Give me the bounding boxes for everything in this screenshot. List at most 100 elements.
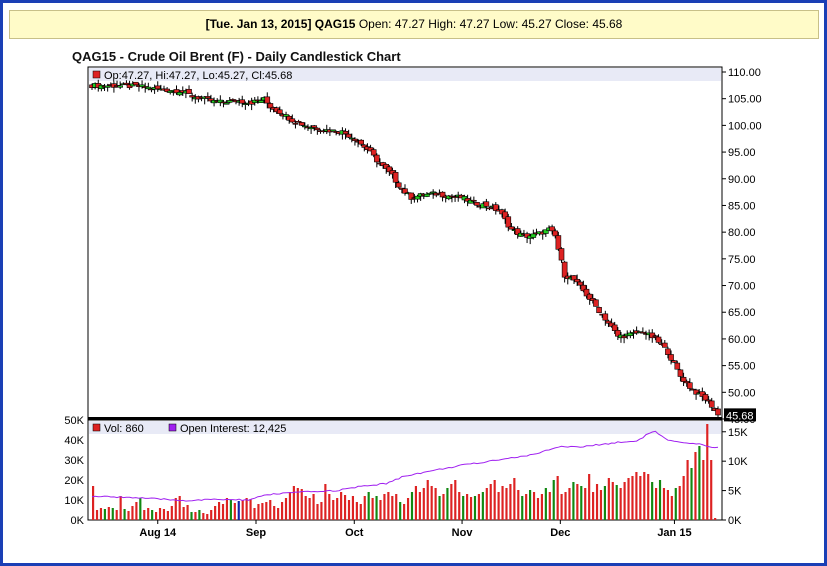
- candle: [571, 275, 577, 285]
- candle: [574, 274, 580, 286]
- candle: [276, 106, 283, 116]
- price-panel: Op:47.27, Hi:47.27, Lo:45.27, Cl:45.68 11…: [87, 66, 762, 426]
- price-tick-label: 100.00: [728, 120, 762, 132]
- candle: [524, 231, 530, 244]
- candle: [605, 319, 612, 328]
- candle-body: [226, 100, 233, 103]
- price-tick-label: 105.00: [728, 94, 762, 106]
- volume-bar: [422, 488, 425, 520]
- volume-bar: [686, 460, 689, 520]
- candle-body: [615, 329, 621, 337]
- candle-body: [671, 360, 677, 363]
- quote-values: Open: 47.27 High: 47.27 Low: 45.27 Close…: [358, 17, 623, 31]
- candle: [677, 369, 684, 382]
- candle-body: [683, 381, 690, 384]
- volume-bar: [186, 505, 189, 520]
- candle-body: [555, 235, 562, 250]
- volume-bar: [166, 511, 169, 520]
- candle: [577, 279, 584, 290]
- volume-bar: [682, 476, 685, 520]
- candle-body: [505, 216, 512, 228]
- volume-bar: [158, 508, 162, 520]
- candle-body: [395, 182, 402, 188]
- volume-bar: [403, 504, 406, 520]
- candle: [173, 85, 180, 95]
- volume-bar: [414, 486, 418, 520]
- price-legend-text: Op:47.27, Hi:47.27, Lo:45.27, Cl:45.68: [104, 70, 292, 82]
- volume-bar: [340, 492, 343, 520]
- volume-bar: [225, 498, 229, 520]
- volume-bar: [245, 498, 248, 520]
- candle-body: [705, 399, 712, 402]
- candle: [543, 229, 549, 237]
- candle: [298, 121, 305, 126]
- candle: [330, 129, 336, 132]
- candle: [361, 144, 368, 152]
- volume-bar: [300, 489, 303, 520]
- volume-bar: [658, 480, 662, 520]
- volume-bar: [241, 500, 244, 520]
- price-tick-label: 55.00: [728, 361, 756, 373]
- candle: [208, 94, 214, 103]
- candle: [226, 97, 233, 104]
- candle-body: [427, 192, 433, 195]
- volume-bar: [347, 500, 351, 520]
- candle-body: [302, 125, 308, 128]
- candle-body: [164, 88, 170, 93]
- candle: [164, 87, 170, 93]
- volume-bar: [178, 496, 181, 520]
- candle-body: [123, 82, 130, 85]
- volume-bar: [462, 496, 465, 520]
- candle-body: [530, 233, 537, 238]
- candle: [205, 92, 211, 102]
- price-legend-swatch: [92, 70, 101, 79]
- candle: [348, 133, 355, 143]
- open-interest-line: [91, 430, 719, 502]
- volume-bar: [107, 507, 110, 520]
- volume-bar: [446, 488, 449, 520]
- candle: [452, 194, 458, 202]
- candle-body: [580, 284, 587, 292]
- candle: [154, 81, 161, 92]
- candle-body: [289, 118, 296, 123]
- candle-body: [414, 195, 421, 200]
- candle: [117, 81, 123, 90]
- candle: [715, 406, 721, 418]
- candle-body: [486, 207, 493, 210]
- candle: [705, 396, 712, 404]
- candle-body: [502, 211, 508, 220]
- candle-body: [467, 199, 474, 204]
- candle-body: [543, 229, 549, 234]
- candle: [708, 397, 715, 412]
- volume-bar: [202, 513, 205, 520]
- volume-legend-band: [89, 421, 721, 434]
- candle-body: [239, 99, 246, 104]
- volume-bar: [521, 496, 524, 520]
- candle-body: [677, 369, 684, 377]
- price-tick-label: 65.00: [728, 307, 756, 319]
- volume-bar: [190, 512, 193, 520]
- candle-body: [661, 342, 668, 348]
- candle-body: [298, 122, 305, 126]
- oi-legend-swatch: [168, 423, 177, 432]
- volume-bar: [237, 501, 240, 520]
- volume-tick-label: 10K: [64, 495, 84, 507]
- oi-tick-label: 10K: [728, 456, 748, 468]
- candle: [464, 194, 471, 207]
- volume-bar: [277, 508, 280, 520]
- volume-bar: [359, 504, 362, 520]
- candle: [414, 194, 421, 203]
- volume-bar: [143, 510, 146, 520]
- volume-bar: [351, 496, 355, 520]
- candle-body: [680, 376, 687, 382]
- candle-body: [549, 226, 555, 232]
- candle-body: [370, 149, 377, 156]
- volume-bar: [123, 509, 126, 520]
- candle: [358, 139, 364, 147]
- candle: [668, 350, 674, 365]
- volume-bar: [458, 492, 461, 520]
- candle-body: [264, 96, 271, 104]
- candle: [627, 330, 634, 339]
- volume-bar: [714, 518, 717, 520]
- quote-info-bar: [Tue. Jan 13, 2015] QAG15 Open: 47.27 Hi…: [9, 10, 819, 39]
